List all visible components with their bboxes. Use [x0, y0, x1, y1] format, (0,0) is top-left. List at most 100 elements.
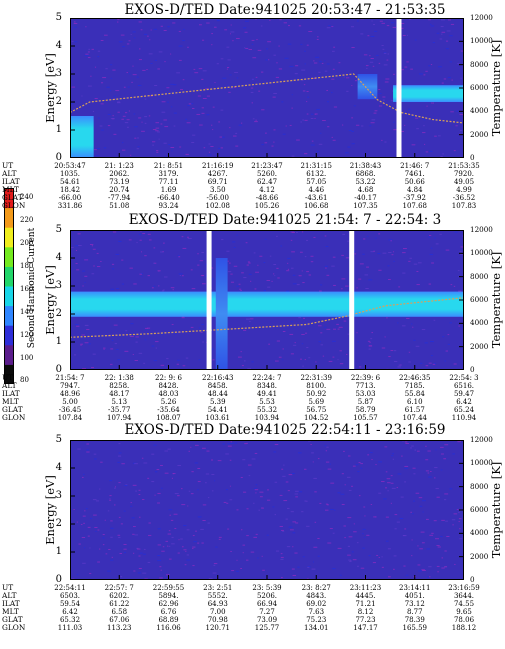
- noise-speck: [280, 577, 283, 579]
- ephemeris-value: 1.69: [160, 186, 177, 194]
- noise-speck: [126, 126, 129, 128]
- noise-speck: [83, 473, 85, 475]
- noise-speck: [399, 518, 404, 520]
- noise-speck: [409, 447, 413, 449]
- noise-speck: [301, 231, 304, 233]
- noise-speck: [433, 362, 436, 364]
- noise-speck: [76, 574, 79, 576]
- ephemeris-value: 61.22: [109, 600, 130, 608]
- noise-speck: [133, 526, 136, 528]
- noise-speck: [318, 325, 322, 327]
- noise-speck: [208, 151, 211, 153]
- noise-speck: [394, 528, 397, 530]
- noise-speck: [279, 19, 282, 21]
- noise-speck: [361, 125, 364, 127]
- ephemeris-value: 49.05: [453, 178, 475, 186]
- noise-speck: [224, 29, 228, 31]
- noise-speck: [213, 26, 217, 28]
- noise-speck: [440, 155, 443, 157]
- noise-speck: [414, 449, 417, 451]
- noise-speck: [108, 549, 111, 551]
- noise-speck: [164, 450, 169, 452]
- noise-speck: [393, 121, 395, 123]
- noise-speck: [174, 333, 177, 335]
- noise-speck: [298, 317, 301, 319]
- noise-speck: [412, 326, 414, 328]
- noise-speck: [285, 125, 287, 127]
- noise-speck: [109, 499, 112, 501]
- noise-speck: [402, 440, 404, 442]
- noise-speck: [451, 79, 453, 81]
- noise-speck: [425, 151, 429, 153]
- ephemeris-value: 23: 5:39: [252, 584, 282, 592]
- noise-speck: [130, 505, 133, 507]
- noise-speck: [388, 356, 391, 358]
- noise-speck: [94, 98, 98, 100]
- noise-speck: [369, 125, 372, 127]
- noise-speck: [311, 140, 314, 142]
- noise-speck: [320, 284, 323, 286]
- noise-speck: [431, 532, 434, 534]
- noise-speck: [133, 570, 136, 572]
- noise-speck: [181, 275, 184, 277]
- noise-speck: [263, 262, 266, 264]
- noise-speck: [95, 155, 100, 157]
- noise-speck: [250, 87, 254, 89]
- noise-speck: [165, 156, 167, 158]
- noise-speck: [102, 537, 105, 539]
- noise-speck: [360, 567, 365, 569]
- noise-speck: [445, 249, 450, 251]
- noise-speck: [126, 119, 130, 121]
- noise-speck: [336, 323, 339, 325]
- ephemeris-value: 5260.: [256, 170, 278, 178]
- noise-speck: [173, 513, 178, 515]
- ephemeris-value: 61.57: [404, 406, 425, 414]
- noise-speck: [351, 117, 354, 119]
- noise-speck: [377, 253, 381, 255]
- noise-speck: [144, 116, 148, 118]
- noise-speck: [251, 78, 254, 80]
- noise-speck: [153, 247, 156, 249]
- noise-speck: [111, 263, 115, 265]
- noise-speck: [387, 576, 391, 578]
- noise-speck: [402, 534, 406, 536]
- noise-speck: [121, 283, 125, 285]
- noise-speck: [138, 48, 141, 50]
- noise-speck: [425, 459, 429, 461]
- temperature-tick-label: 10000: [470, 458, 493, 468]
- temperature-tick-label: 8000: [470, 59, 489, 69]
- noise-speck: [207, 154, 212, 156]
- noise-speck: [96, 252, 99, 254]
- noise-speck: [211, 474, 215, 476]
- noise-speck: [208, 143, 211, 145]
- noise-speck: [376, 554, 379, 556]
- noise-speck: [421, 329, 426, 331]
- noise-speck: [360, 463, 363, 465]
- noise-speck: [153, 28, 158, 30]
- noise-speck: [113, 324, 118, 326]
- noise-speck: [246, 508, 249, 510]
- noise-speck: [128, 239, 132, 241]
- noise-speck: [320, 332, 323, 334]
- ephemeris-value: 69.02: [306, 600, 327, 608]
- noise-speck: [266, 279, 271, 281]
- noise-speck: [97, 50, 101, 52]
- noise-speck: [301, 343, 304, 345]
- noise-speck: [84, 324, 89, 326]
- noise-speck: [255, 76, 258, 78]
- noise-speck: [455, 110, 459, 112]
- noise-speck: [200, 275, 205, 277]
- noise-speck: [367, 340, 371, 342]
- noise-speck: [248, 475, 251, 477]
- noise-speck: [141, 130, 145, 132]
- noise-speck: [142, 499, 145, 501]
- noise-speck: [388, 251, 392, 253]
- noise-speck: [129, 73, 131, 75]
- noise-speck: [148, 239, 152, 241]
- noise-speck: [125, 484, 128, 486]
- ephemeris-value: 78.39: [404, 616, 425, 624]
- noise-speck: [205, 263, 207, 265]
- noise-speck: [122, 149, 126, 151]
- noise-speck: [211, 348, 214, 350]
- noise-speck: [430, 355, 433, 357]
